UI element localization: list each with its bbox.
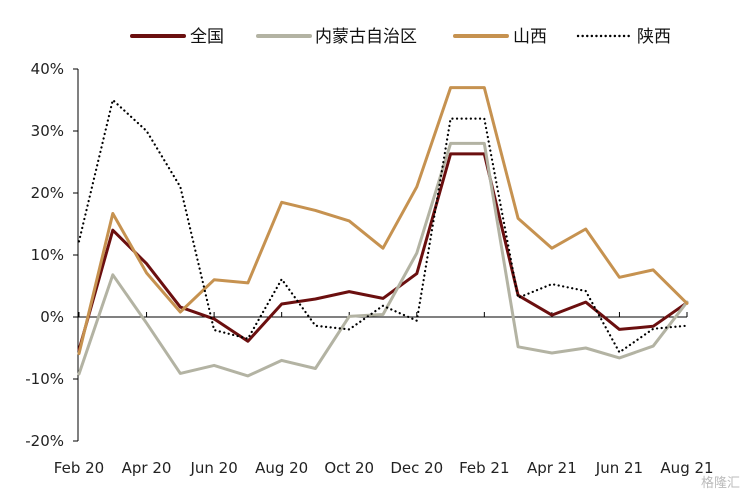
x-tick-label: Aug 21	[660, 459, 713, 477]
series-line-2	[77, 141, 689, 378]
x-tick-label: Apr 20	[122, 459, 172, 477]
y-tick-label: 20%	[31, 184, 64, 202]
legend-label-3: 山西	[513, 27, 547, 47]
x-tick-label: Feb 20	[54, 459, 104, 477]
watermark-text: 格隆汇	[700, 476, 740, 491]
y-tick-label: -20%	[25, 432, 64, 450]
x-tick-label: Dec 20	[390, 459, 443, 477]
y-tick-label: 30%	[31, 122, 64, 140]
legend-label-2: 内蒙古自治区	[315, 27, 417, 47]
series-lines	[77, 86, 689, 378]
x-tick-label: Oct 20	[324, 459, 374, 477]
series-line-4	[77, 98, 689, 354]
legend-label-1: 全国	[190, 27, 224, 47]
legend-label-4: 陕西	[637, 27, 671, 47]
x-tick-label: Aug 20	[255, 459, 308, 477]
series-line-3	[77, 86, 689, 356]
x-tick-label: Apr 21	[527, 459, 577, 477]
x-tick-label: Feb 21	[459, 459, 509, 477]
y-tick-label: 10%	[31, 246, 64, 264]
x-axis: Feb 20 Apr 20 Jun 20 Aug 20 Oct 20 Dec 20 Feb …	[54, 312, 714, 477]
x-tick-label: Jun 20	[189, 459, 237, 477]
y-tick-label: 40%	[31, 60, 64, 78]
legend: 全国 内蒙古自治区 山西 陕西	[130, 27, 671, 47]
y-tick-label: -10%	[25, 370, 64, 388]
y-tick-label: 0%	[40, 308, 64, 326]
series-line-1	[77, 152, 689, 352]
y-axis: 40% 30% 20% 10% 0% -10% -20%	[25, 60, 79, 450]
x-tick-label: Jun 21	[595, 459, 643, 477]
